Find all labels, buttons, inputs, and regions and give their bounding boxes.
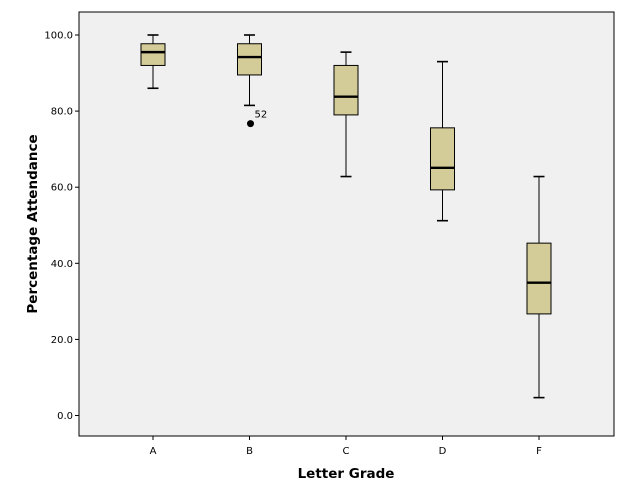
y-axis-title: Percentage Attendance (25, 134, 41, 313)
x-tick-label: A (150, 446, 157, 457)
y-axis: 0.0 20.0 40.0 60.0 80.0 100.0 (44, 31, 79, 422)
x-tick-label: C (343, 446, 350, 457)
y-tick-label: 40.0 (51, 259, 73, 270)
iqr-box (526, 242, 552, 315)
y-tick-label: 80.0 (51, 107, 73, 118)
x-tick-label: D (439, 446, 447, 457)
box-B (237, 34, 262, 107)
outliers-group: 52 (247, 110, 267, 128)
x-tick-label: F (536, 446, 542, 457)
y-tick-label: 60.0 (51, 183, 73, 194)
box-D (430, 60, 455, 222)
iqr-box (237, 43, 262, 76)
outlier-label: 52 (255, 110, 268, 121)
boxes-group (140, 34, 552, 399)
box-C (333, 51, 359, 178)
y-tick-label: 0.0 (57, 411, 73, 422)
box-F (526, 175, 552, 399)
iqr-box (333, 64, 359, 116)
y-tick-label: 100.0 (44, 31, 73, 42)
x-axis-title: Letter Grade (298, 466, 395, 482)
outlier-point (247, 120, 254, 128)
x-tick-label: B (246, 446, 253, 457)
y-tick-label: 20.0 (51, 335, 73, 346)
box-A (140, 34, 166, 90)
iqr-box (430, 127, 455, 191)
iqr-box (140, 43, 166, 66)
